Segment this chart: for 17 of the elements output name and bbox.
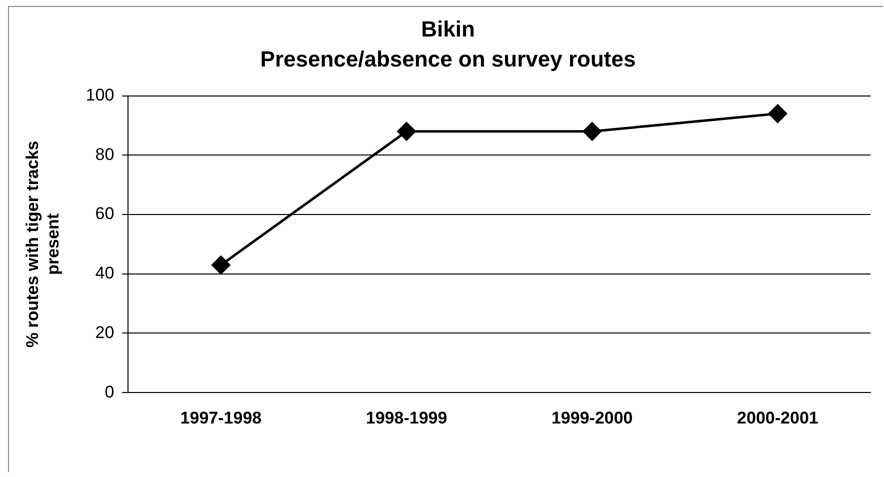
chart-title: Bikin	[421, 16, 475, 42]
point	[397, 122, 416, 141]
x-tick-label: 1999-2000	[551, 408, 633, 428]
x-tick-label: 1998-1999	[366, 408, 448, 428]
y-tick-label: 60	[95, 204, 114, 224]
point	[582, 122, 602, 141]
y-tick-label: 100	[86, 85, 114, 104]
chart-subtitle: Presence/absence on survey routes	[260, 46, 636, 72]
point	[768, 104, 787, 123]
y-tick-label: 20	[95, 322, 114, 342]
y-tick-label: 0	[104, 382, 114, 402]
x-tick-label: 1997-1998	[180, 408, 262, 428]
y-tick-label: 80	[95, 144, 114, 164]
x-tick-label: 2000-2001	[737, 408, 818, 428]
y-tick-label: 40	[95, 264, 114, 283]
point	[212, 256, 230, 274]
y-axis-title: % routes with tiger tracks present	[22, 140, 62, 348]
